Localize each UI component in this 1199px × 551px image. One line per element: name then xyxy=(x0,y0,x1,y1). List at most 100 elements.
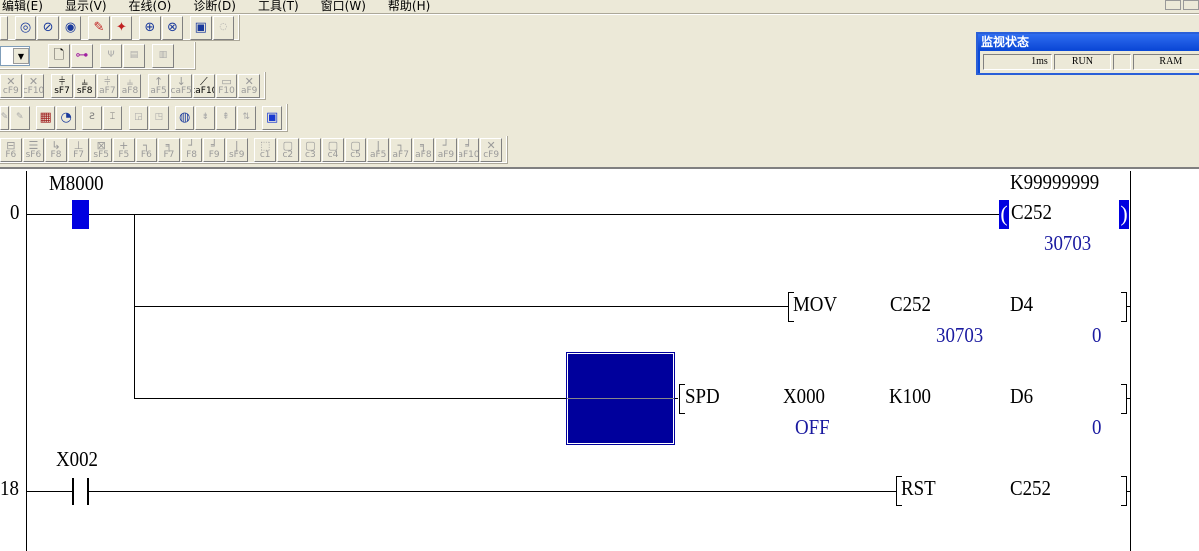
ladder-editor[interactable]: 0 M8000 K99999999 ( C252 ) 30703 MOV C25… xyxy=(0,170,1199,551)
instruction-operand: D4 xyxy=(1010,292,1034,316)
f8-2-button[interactable]: ┘ F8 xyxy=(180,137,203,162)
edit-icon[interactable]: ✎ xyxy=(0,105,10,130)
menu-online[interactable]: 在线(O) xyxy=(128,0,172,13)
coil-left-icon[interactable]: ( xyxy=(999,200,1009,229)
entry-device-icon[interactable]: ✎ xyxy=(88,15,110,40)
c1-button[interactable]: ⬚ c1 xyxy=(254,137,276,162)
rung-line xyxy=(567,398,674,399)
af7-button[interactable]: ⫩ aF7 xyxy=(96,73,119,98)
af9-2-button[interactable]: ┘ aF9 xyxy=(435,137,457,162)
f7-2-button[interactable]: ╕ F7 xyxy=(158,137,180,162)
instruction-operand: C252 xyxy=(890,292,931,316)
f10-button[interactable]: ▭ F10 xyxy=(215,73,238,98)
rung-line xyxy=(1127,398,1130,399)
batch-monitor-icon[interactable]: ◉ xyxy=(59,15,82,40)
step-icon[interactable]: ⌶ xyxy=(102,105,123,130)
contact-m8000-on[interactable] xyxy=(72,200,89,229)
device-grid-icon[interactable]: ▦ xyxy=(35,105,56,130)
af5-button[interactable]: ↑ aF5 xyxy=(147,73,170,98)
sf9-button[interactable]: | sF9 xyxy=(225,137,248,162)
c2-button[interactable]: ▢ c2 xyxy=(277,137,299,162)
f7-button[interactable]: ⊥ F7 xyxy=(67,137,90,162)
cf9-button[interactable]: ✕ cF9 xyxy=(0,73,22,98)
contact-label: M8000 xyxy=(49,171,104,195)
instruction-bracket-right xyxy=(1121,292,1127,322)
menu-tools[interactable]: 工具(T) xyxy=(257,0,299,13)
tree-icon[interactable]: ⊶ xyxy=(71,43,93,68)
caf5-button[interactable]: ↓ caF5 xyxy=(170,73,193,98)
af5-2-button[interactable]: | aF5 xyxy=(367,137,389,162)
menu-window[interactable]: 窗口(W) xyxy=(320,0,366,13)
af8-2-button[interactable]: ╕ aF8 xyxy=(412,137,435,162)
contact-x002-left[interactable] xyxy=(72,478,74,505)
ladder-icon[interactable]: Ƨ xyxy=(82,105,102,130)
af8-button[interactable]: ⫨ aF8 xyxy=(119,73,141,98)
program-select[interactable]: ▼ xyxy=(0,45,30,66)
monitor-status-window[interactable]: 监视状态 1ms RUN RAM xyxy=(976,32,1199,75)
instruction-bracket-right xyxy=(1121,384,1127,414)
monitor-stop-icon[interactable]: ⊘ xyxy=(37,15,59,40)
operand-value: 30703 xyxy=(936,323,984,347)
c4-button[interactable]: ▢ c4 xyxy=(322,137,344,162)
list-icon[interactable]: 🗋 xyxy=(48,43,70,68)
edit-2-icon[interactable]: ✎ xyxy=(10,105,30,130)
instruction-op: RST xyxy=(901,476,936,500)
window-icon[interactable]: ◲ xyxy=(128,105,149,130)
cf9-2-button[interactable]: ✕ cF9 xyxy=(480,137,502,162)
comment-icon[interactable]: ▣ xyxy=(190,15,212,40)
sf6-button[interactable]: ☰ sF6 xyxy=(22,137,45,162)
blue-panel-icon[interactable]: ▣ xyxy=(262,105,282,130)
caf10-button[interactable]: ⟋caF10 xyxy=(193,73,215,98)
sf5-button[interactable]: ⊠ sF5 xyxy=(90,137,112,162)
rung-line xyxy=(1127,491,1130,492)
menu-view[interactable]: 显示(V) xyxy=(64,0,107,13)
convert-icon[interactable]: ⇅ xyxy=(236,105,257,130)
f8-button[interactable]: ↳ F8 xyxy=(45,137,67,162)
cf10-button[interactable]: ✕ cF10 xyxy=(22,73,45,98)
monitor-mode-icon[interactable]: ◎ xyxy=(14,15,37,40)
f6-button[interactable]: ⊟ F6 xyxy=(0,137,22,162)
program-check-icon[interactable]: ▤ xyxy=(123,43,145,68)
left-power-rail xyxy=(26,171,27,551)
monitor-zoom-icon[interactable]: ◔ xyxy=(56,105,76,130)
coil-right-icon[interactable]: ) xyxy=(1119,200,1129,229)
operand-value: 0 xyxy=(1092,323,1102,347)
menu-bar: 编辑(E) 显示(V) 在线(O) 诊断(D) 工具(T) 窗口(W) 帮助(H… xyxy=(0,0,432,13)
device-batch-icon[interactable]: Ψ xyxy=(100,43,122,68)
find-icon[interactable]: ⊕ xyxy=(139,15,161,40)
step-number: 18 xyxy=(0,476,19,500)
insert-row-icon[interactable]: ⇟ xyxy=(195,105,215,130)
instruction-op: MOV xyxy=(793,292,838,316)
toolbar-area: 编辑(E) 显示(V) 在线(O) 诊断(D) 工具(T) 窗口(W) 帮助(H… xyxy=(0,0,1199,169)
search-device-icon[interactable]: ◍ xyxy=(174,105,195,130)
menu-edit[interactable]: 编辑(E) xyxy=(2,0,43,13)
delete-row-icon[interactable]: ⇞ xyxy=(216,105,236,130)
instruction-operand: K100 xyxy=(889,384,932,408)
toolbar-grip xyxy=(0,15,8,40)
af9-button[interactable]: ✕ aF9 xyxy=(238,73,260,98)
af10-button[interactable]: ╛ aF10 xyxy=(457,137,480,162)
rung-line xyxy=(1127,306,1130,307)
contact-x002-right[interactable] xyxy=(87,478,89,505)
device-test-icon[interactable]: ✦ xyxy=(110,15,133,40)
c3-button[interactable]: ▢ c3 xyxy=(299,137,322,162)
menu-help[interactable]: 帮助(H) xyxy=(387,0,431,13)
sf8-button[interactable]: ⫨ sF8 xyxy=(73,73,96,98)
f6-2-button[interactable]: ┐ F6 xyxy=(135,137,158,162)
af7-2-button[interactable]: ┐ aF7 xyxy=(389,137,412,162)
minimize-button[interactable] xyxy=(1165,0,1181,10)
instruction-operand: D6 xyxy=(1010,384,1034,408)
menu-diagnostics[interactable]: 诊断(D) xyxy=(193,0,236,13)
operand-value: 0 xyxy=(1092,415,1102,439)
c5-button[interactable]: ▢ c5 xyxy=(344,137,367,162)
f9-button[interactable]: ╛ F9 xyxy=(203,137,225,162)
find-replace-icon[interactable]: ⊗ xyxy=(161,15,184,40)
window-2-icon[interactable]: ◳ xyxy=(149,105,169,130)
restore-button[interactable] xyxy=(1183,0,1199,10)
instruction-bracket-right xyxy=(1121,476,1127,506)
sf7-button[interactable]: ⫩ sF7 xyxy=(51,73,73,98)
column-icon[interactable]: ▥ xyxy=(152,43,174,68)
scan-time: 1ms xyxy=(983,54,1052,70)
f5-button[interactable]: + F5 xyxy=(112,137,135,162)
zoom-icon[interactable]: ◌ xyxy=(212,15,235,40)
